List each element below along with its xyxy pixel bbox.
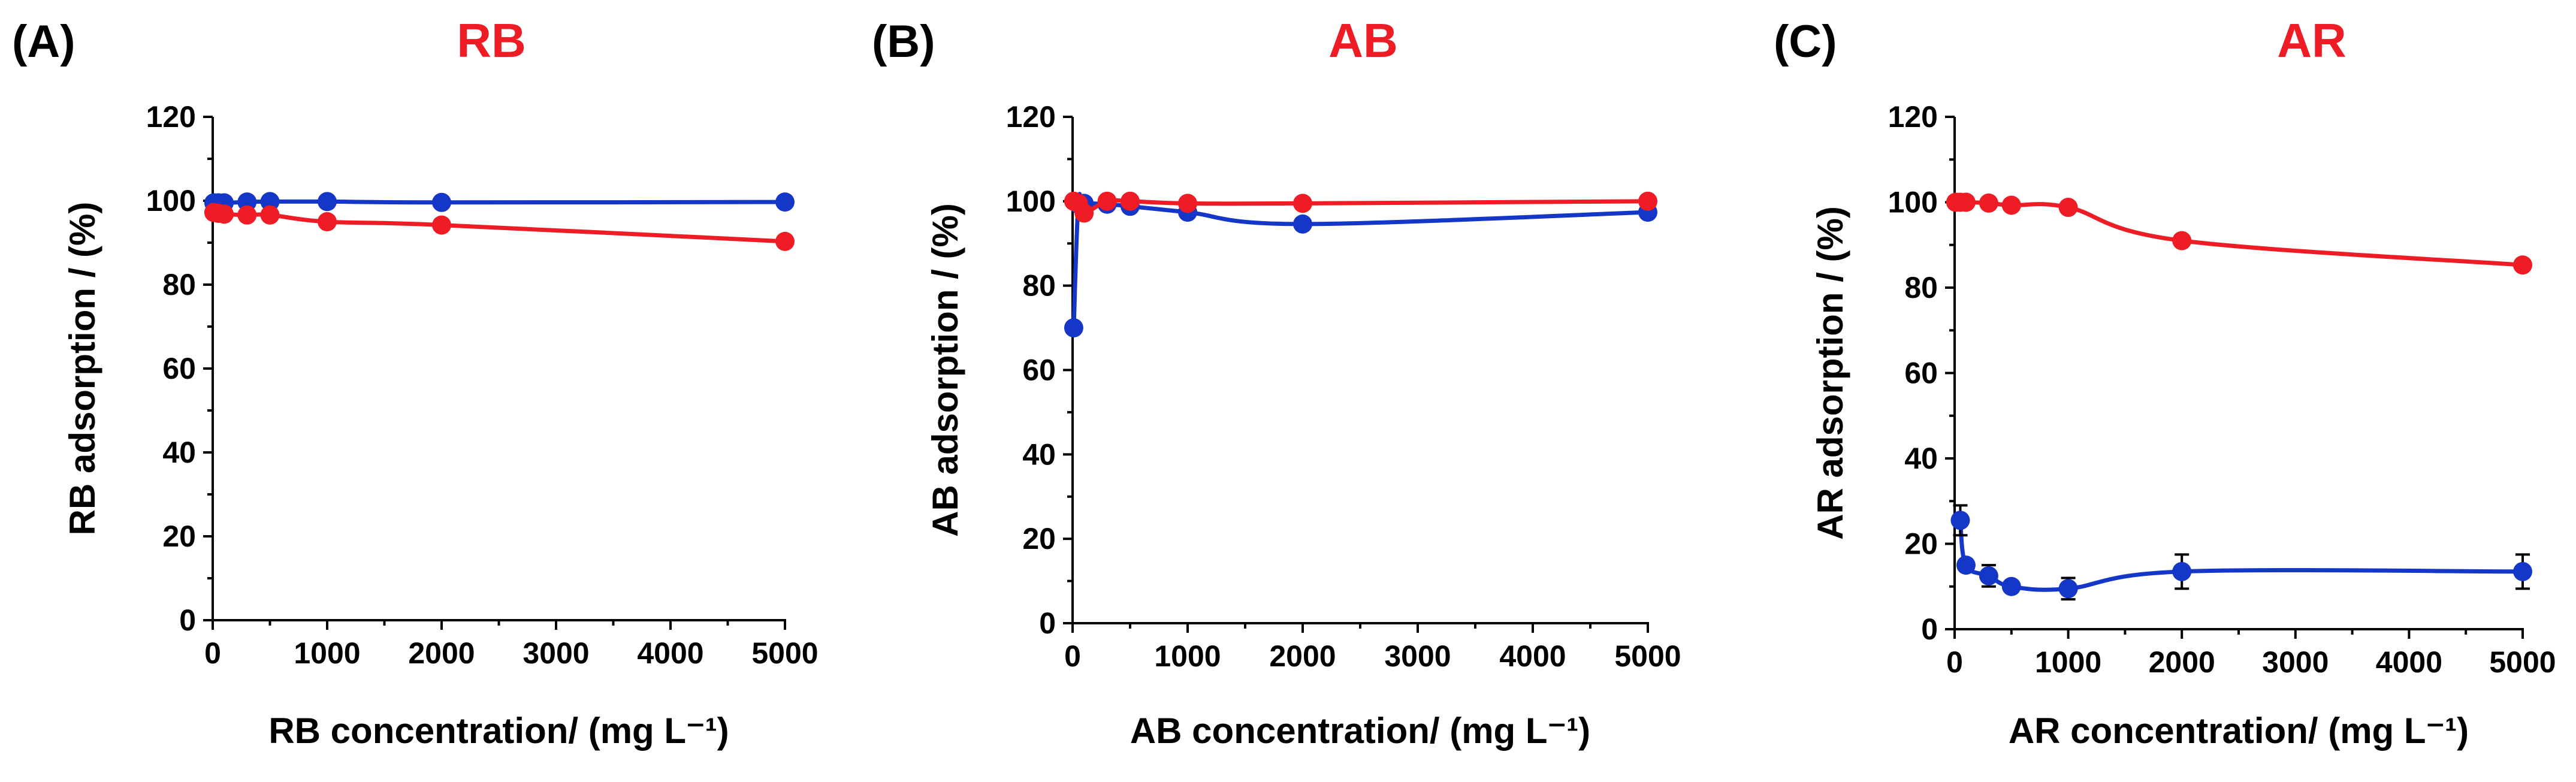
x-tick-label: 4000: [637, 636, 703, 670]
x-tick-label: 2000: [408, 636, 475, 670]
y-tick-label: 60: [1022, 354, 1056, 387]
x-tick-label: 0: [1064, 639, 1081, 673]
data-point: [237, 205, 257, 225]
x-tick-label: 5000: [751, 636, 818, 670]
x-axis-title: AR concentration/ (mg L⁻¹): [2009, 711, 2469, 751]
data-point: [1638, 191, 1657, 211]
x-tick-label: 5000: [2489, 645, 2556, 679]
chart-panel-rb: (A) RB 0 20 40 60 80 100 120 0 1000 2000 3000 4000 500…: [12, 14, 819, 751]
data-point: [1097, 191, 1117, 211]
data-point: [432, 215, 451, 235]
x-tick-label: 3000: [523, 636, 589, 670]
data-point: [2001, 195, 2021, 215]
data-point: [1979, 566, 1998, 585]
series-blue: [1064, 192, 1657, 338]
data-point: [2172, 231, 2192, 250]
chart-title: AR: [2277, 14, 2347, 67]
y-tick-label: 60: [1904, 357, 1938, 390]
data-point: [2513, 255, 2532, 275]
x-tick-label: 1000: [2035, 645, 2101, 679]
y-tick-label: 80: [1904, 271, 1938, 304]
data-point: [1956, 555, 1976, 575]
data-point: [318, 192, 337, 212]
series-line: [1071, 192, 1650, 330]
series-blue: [204, 192, 795, 213]
series-red: [1064, 191, 1657, 223]
panel-label: (A): [12, 16, 76, 67]
data-point: [2058, 198, 2078, 218]
y-axis-title: AB adsorption / (%): [925, 203, 965, 537]
chart-title: RB: [457, 14, 526, 67]
y-tick-label: 80: [162, 268, 196, 301]
y-tick-label: 100: [1006, 185, 1056, 218]
x-tick-label: 0: [1946, 645, 1963, 679]
x-axis-title: RB concentration/ (mg L⁻¹): [268, 711, 729, 751]
y-tick-label: 0: [179, 603, 196, 637]
x-tick-label: 3000: [1384, 639, 1451, 673]
series-line: [212, 210, 787, 244]
y-tick-label: 0: [1039, 606, 1056, 640]
y-tick-label: 120: [1888, 100, 1938, 134]
data-point: [2001, 576, 2021, 596]
data-point: [2172, 561, 2192, 581]
y-tick-label: 20: [1022, 522, 1056, 555]
data-point: [775, 192, 795, 212]
y-tick-label: 120: [1006, 100, 1056, 134]
y-axis-title: RB adsorption / (%): [62, 202, 102, 536]
series-line: [1958, 518, 2525, 592]
data-point: [1979, 193, 1998, 213]
data-point: [260, 192, 280, 212]
panel-label: (B): [872, 16, 935, 67]
y-tick-label: 100: [146, 184, 196, 218]
y-tick-label: 40: [1904, 442, 1938, 475]
data-point: [260, 205, 280, 225]
y-axis-title: AR adsorption / (%): [1810, 206, 1850, 540]
panel-label: (C): [1774, 16, 1837, 67]
y-tick-label: 60: [162, 352, 196, 385]
data-point: [215, 204, 234, 224]
data-point: [318, 212, 337, 231]
x-tick-label: 2000: [1269, 639, 1336, 673]
data-point: [2058, 579, 2078, 599]
chart-panel-ar: (C) AR 0 20 40 60 80 100 120 0 1000 2000 3000 4000 500…: [1774, 14, 2556, 751]
y-tick-label: 100: [1888, 186, 1938, 219]
x-tick-label: 1000: [1154, 639, 1221, 673]
x-tick-label: 4000: [2376, 645, 2442, 679]
x-tick-label: 1000: [294, 636, 360, 670]
series-line: [1953, 200, 2525, 267]
y-tick-label: 20: [162, 520, 196, 553]
y-tick-label: 40: [1022, 437, 1056, 471]
data-point: [1121, 191, 1140, 211]
series-line: [212, 199, 787, 206]
data-point: [775, 231, 795, 251]
series-red: [1946, 192, 2532, 275]
chart-panel-ab: (B) AB 0 20 40 60 80 100 120 0 1000 2000 3000 4000 500…: [872, 14, 1681, 751]
x-tick-label: 0: [204, 636, 221, 670]
data-point: [432, 192, 451, 212]
series-blue: [1950, 504, 2532, 601]
data-point: [1178, 194, 1197, 213]
data-point: [1956, 192, 1976, 212]
y-tick-label: 0: [1921, 612, 1938, 646]
data-point: [1293, 214, 1312, 234]
data-point: [1074, 203, 1094, 223]
x-tick-label: 2000: [2149, 645, 2215, 679]
chart-title: AB: [1328, 14, 1398, 67]
y-tick-label: 120: [146, 100, 196, 134]
x-axis-title: AB concentration/ (mg L⁻¹): [1130, 711, 1590, 751]
series-red: [204, 203, 795, 251]
y-tick-label: 20: [1904, 527, 1938, 561]
x-tick-label: 4000: [1499, 639, 1566, 673]
y-tick-label: 80: [1022, 269, 1056, 303]
data-point: [1950, 511, 1970, 530]
y-tick-label: 40: [162, 436, 196, 469]
data-point: [2513, 561, 2532, 581]
x-tick-label: 3000: [2262, 645, 2329, 679]
data-point: [1064, 318, 1083, 338]
x-tick-label: 5000: [1614, 639, 1681, 673]
data-point: [1293, 194, 1312, 213]
